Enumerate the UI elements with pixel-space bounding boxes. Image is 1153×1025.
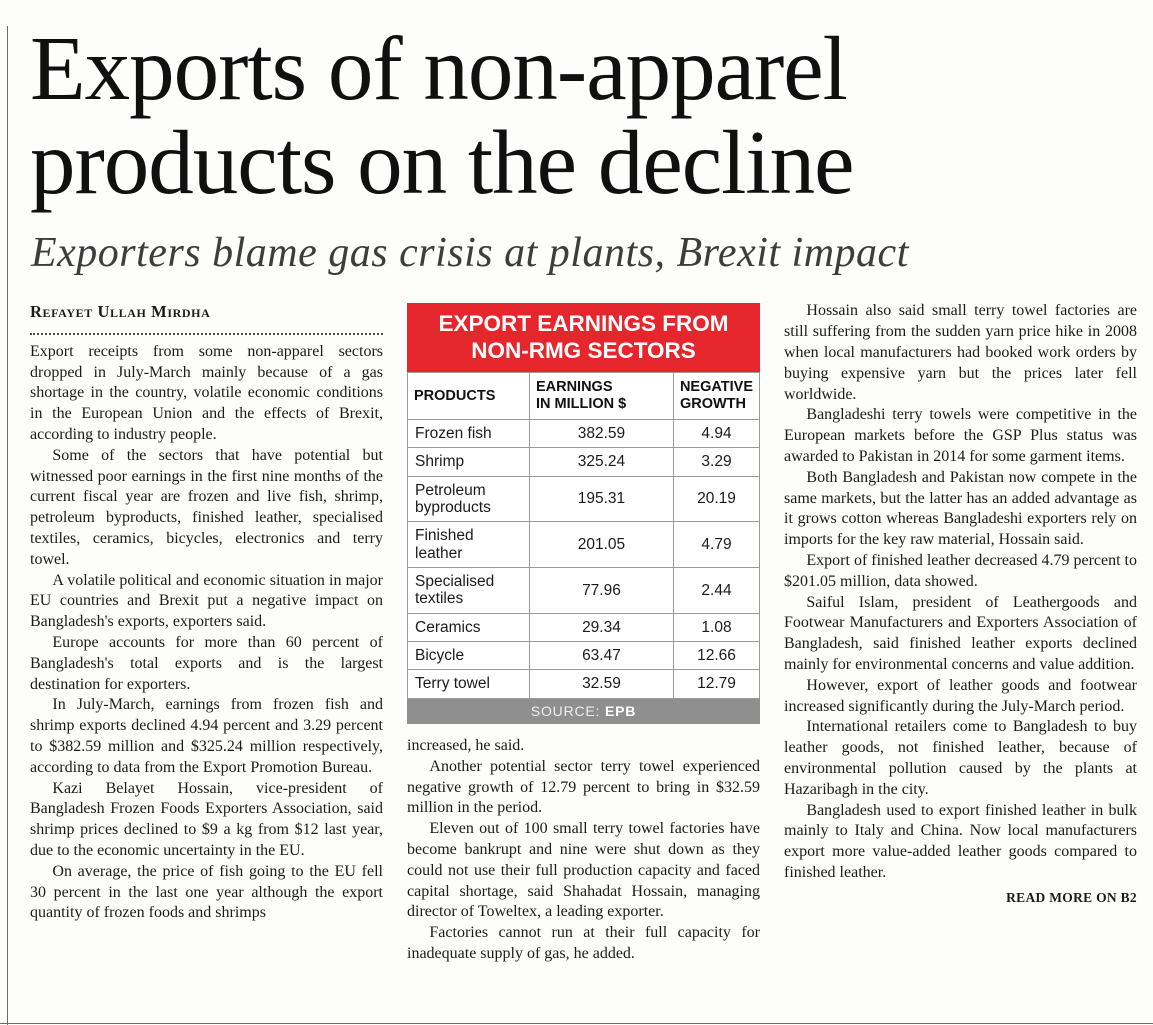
article-paragraph: However, export of leather goods and foo… <box>784 676 1137 715</box>
article-paragraph: In July-March, earnings from frozen fish… <box>30 696 383 776</box>
product-cell: Terry towel <box>407 669 530 699</box>
left-edge-rule <box>7 26 8 1025</box>
table-row: Finished leather 201.05 4.79 <box>407 521 761 568</box>
article-column-3: Hossain also said small terry towel fact… <box>784 301 1137 964</box>
headline: Exports of non-apparel products on the d… <box>30 22 1123 209</box>
article-column-2: EXPORT EARNINGS FROM NON-RMG SECTORS PRO… <box>407 301 761 964</box>
table-row: Specialised textiles 77.96 2.44 <box>407 566 761 614</box>
table-title-line-2: NON-RMG SECTORS <box>471 338 696 364</box>
byline-dotted-rule <box>30 332 383 335</box>
growth-cell: 1.08 <box>672 612 761 643</box>
growth-cell: 20.19 <box>672 475 761 523</box>
bottom-edge-rule <box>0 1023 1153 1024</box>
article-paragraph: Export of finished leather decreased 4.7… <box>784 552 1137 590</box>
growth-cell: 2.44 <box>672 566 761 614</box>
table-row: Petroleum byproducts 195.31 20.19 <box>407 475 761 523</box>
growth-cell: 12.79 <box>672 669 761 699</box>
article-paragraph: Kazi Belayet Hossain, vice-president of … <box>30 779 383 859</box>
product-cell: Bicycle <box>407 641 530 671</box>
growth-header: NEGATIVE GROWTH <box>672 372 761 420</box>
earnings-cell: 325.24 <box>528 447 674 477</box>
product-cell: Shrimp <box>407 447 530 477</box>
article-paragraph: A volatile political and economic situat… <box>30 571 383 631</box>
article-paragraph: Some of the sectors that have potential … <box>30 446 383 568</box>
product-cell: Petroleum byproducts <box>407 475 530 523</box>
product-cell: Ceramics <box>407 612 530 643</box>
product-cell: Specialised textiles <box>407 566 530 614</box>
growth-cell: 3.29 <box>672 447 761 477</box>
earnings-header: EARNINGS IN MILLION $ <box>528 372 674 420</box>
export-earnings-table-box: EXPORT EARNINGS FROM NON-RMG SECTORS PRO… <box>407 303 761 724</box>
earnings-cell: 29.34 <box>528 612 674 643</box>
article-column-1: Refayet Ullah Mirdha Export receipts fro… <box>30 301 383 964</box>
article-paragraph: Saiful Islam, president of Leathergoods … <box>784 593 1137 673</box>
read-more-pointer: READ MORE ON B2 <box>1006 889 1137 905</box>
article-paragraph: Factories cannot run at their full capac… <box>407 924 760 962</box>
table-title-line-1: EXPORT EARNINGS FROM <box>438 311 729 337</box>
table-row: Frozen fish 382.59 4.94 <box>407 418 761 449</box>
article-paragraph: On average, the price of fish going to t… <box>30 862 383 922</box>
product-cell: Finished leather <box>407 521 530 568</box>
earnings-cell: 195.31 <box>528 475 674 523</box>
article-paragraph: Another potential sector terry towel exp… <box>407 757 760 817</box>
headline-line-1: Exports of non-apparel <box>30 18 848 119</box>
article-paragraph: Europe accounts for more than 60 percent… <box>30 634 383 693</box>
product-cell: Frozen fish <box>407 418 530 449</box>
earnings-cell: 32.59 <box>528 669 674 699</box>
growth-cell: 12.66 <box>672 641 761 671</box>
growth-cell: 4.94 <box>672 418 761 449</box>
earnings-cell: 77.96 <box>528 566 674 614</box>
article-paragraph: increased, he said. <box>407 736 525 754</box>
growth-cell: 4.79 <box>672 521 761 568</box>
export-earnings-table: PRODUCTS EARNINGS IN MILLION $ NEGATIVE … <box>407 372 761 699</box>
article-paragraph: Export receipts from some non-apparel se… <box>30 342 383 444</box>
table-row: Terry towel 32.59 12.79 <box>407 669 761 699</box>
article-body: Refayet Ullah Mirdha Export receipts fro… <box>30 301 1137 964</box>
source-label: SOURCE: <box>530 702 601 719</box>
article-paragraph: Hossain also said small terry towel fact… <box>784 302 1137 403</box>
article-paragraph: Both Bangladesh and Pakistan now compete… <box>784 468 1137 549</box>
table-row: Ceramics 29.34 1.08 <box>407 612 761 643</box>
products-header: PRODUCTS <box>407 372 530 420</box>
article-paragraph: International retailers come to Banglade… <box>784 718 1137 798</box>
earnings-cell: 382.59 <box>528 418 674 449</box>
earnings-cell: 63.47 <box>528 641 674 671</box>
earnings-cell: 201.05 <box>528 521 674 568</box>
table-row: Shrimp 325.24 3.29 <box>407 447 761 477</box>
article-paragraph: Eleven out of 100 small terry towel fact… <box>407 820 760 921</box>
headline-line-2: products on the decline <box>30 111 855 213</box>
article-paragraph: Bangladesh used to export finished leath… <box>784 801 1137 881</box>
table-row: Bicycle 63.47 12.66 <box>407 641 761 671</box>
source-value: EPB <box>604 702 637 719</box>
table-source-bar: SOURCE: EPB <box>407 698 760 724</box>
subheadline: Exporters blame gas crisis at plants, Br… <box>31 230 909 277</box>
article-paragraph: Bangladeshi terry towels were competitiv… <box>784 406 1137 466</box>
byline: Refayet Ullah Mirdha <box>30 302 211 322</box>
table-title: EXPORT EARNINGS FROM NON-RMG SECTORS <box>407 303 760 373</box>
table-header-row: PRODUCTS EARNINGS IN MILLION $ NEGATIVE … <box>407 372 761 420</box>
